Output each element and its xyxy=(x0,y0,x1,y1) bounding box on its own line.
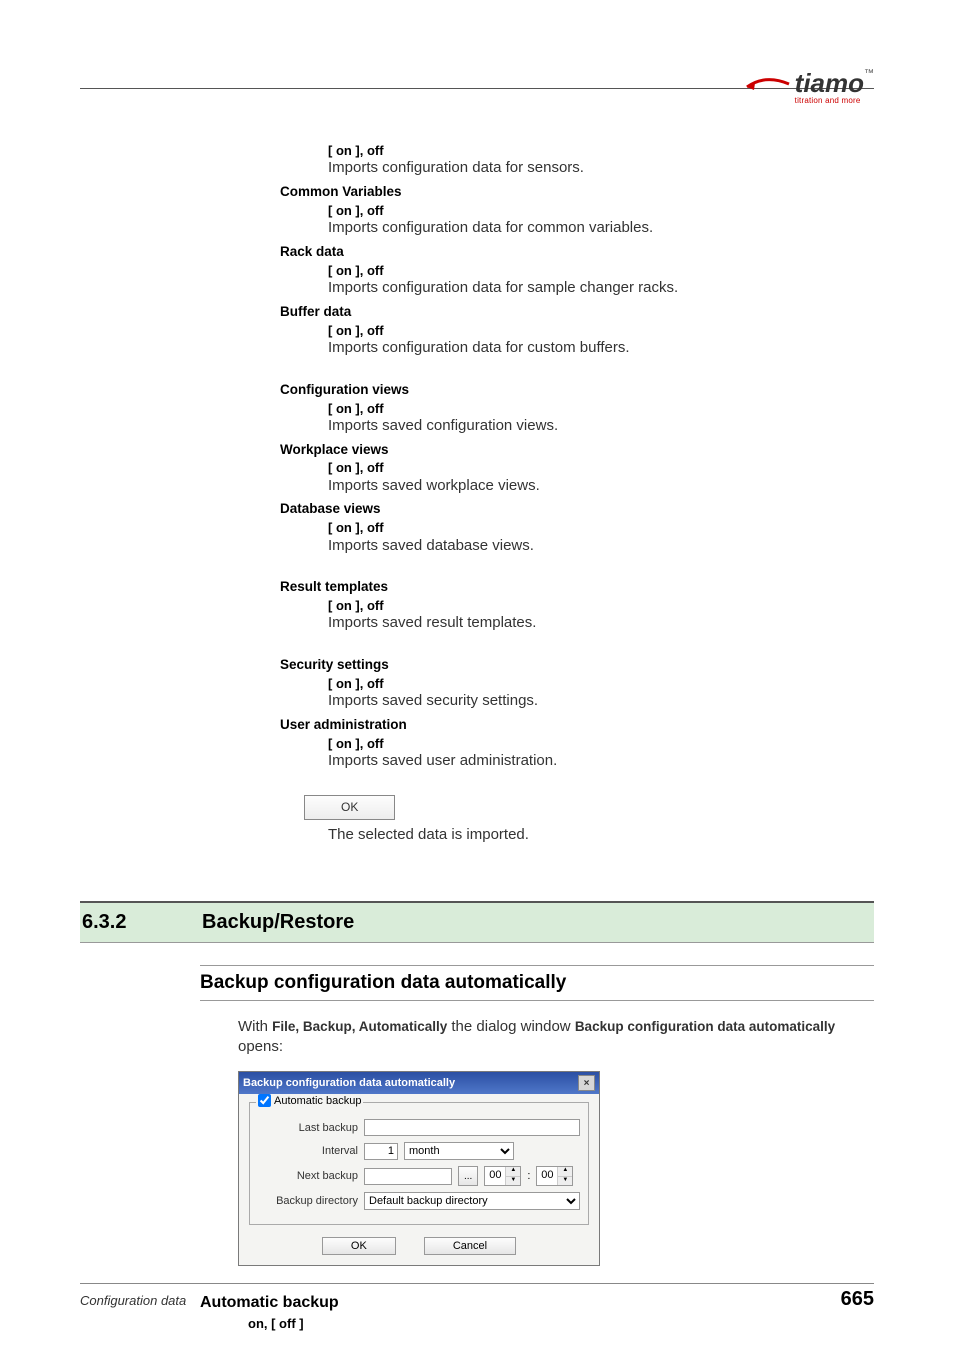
backup-dialog: Backup configuration data automatically … xyxy=(238,1071,600,1266)
last-backup-field[interactable] xyxy=(364,1119,580,1136)
interval-label: Interval xyxy=(258,1145,358,1157)
page-number: 665 xyxy=(841,1288,874,1311)
option-description: Imports configuration data for common va… xyxy=(328,219,874,238)
option-group-heading: Rack data xyxy=(280,244,874,261)
option-description: Imports saved workplace views. xyxy=(328,477,874,496)
last-backup-label: Last backup xyxy=(258,1122,358,1134)
dialog-ok-button[interactable]: OK xyxy=(322,1237,396,1255)
option-description: Imports configuration data for custom bu… xyxy=(328,339,874,358)
next-backup-hour-stepper[interactable]: 00 ▲▼ xyxy=(484,1166,521,1186)
option-description: Imports saved user administration. xyxy=(328,752,874,771)
section-title: Backup/Restore xyxy=(202,911,354,934)
option-description: Imports saved database views. xyxy=(328,537,874,556)
brand-tm: ™ xyxy=(864,68,874,79)
interval-unit-select[interactable]: month xyxy=(404,1142,514,1160)
intro-mid: the dialog window xyxy=(447,1018,575,1035)
dialog-title: Backup configuration data automatically xyxy=(243,1077,455,1089)
page-footer: Configuration data 665 xyxy=(80,1283,874,1311)
option-value: [ on ], off xyxy=(328,676,874,692)
automatic-backup-value: on, [ off ] xyxy=(248,1316,874,1331)
option-description: Imports saved configuration views. xyxy=(328,417,874,436)
next-backup-label: Next backup xyxy=(258,1170,358,1182)
option-value: [ on ], off xyxy=(328,520,874,536)
date-picker-button[interactable]: ... xyxy=(458,1166,478,1186)
option-description: Imports saved security settings. xyxy=(328,692,874,711)
option-value: [ on ], off xyxy=(328,203,874,219)
option-group-heading: Security settings xyxy=(280,657,874,674)
dialog-cancel-button[interactable]: Cancel xyxy=(424,1237,516,1255)
footer-section-name: Configuration data xyxy=(80,1293,186,1308)
option-description: Imports saved result templates. xyxy=(328,614,874,633)
option-group-heading: Configuration views xyxy=(280,382,874,399)
option-group-heading: Result templates xyxy=(280,579,874,596)
option-value: [ on ], off xyxy=(328,598,874,614)
section-number: 6.3.2 xyxy=(80,911,202,934)
section-heading: 6.3.2 Backup/Restore xyxy=(80,901,874,943)
brand-name: tiamo xyxy=(795,68,864,98)
option-value: [ on ], off xyxy=(328,401,874,417)
ok-button[interactable]: OK xyxy=(304,795,395,820)
interval-value-field[interactable] xyxy=(364,1143,398,1160)
intro-pre: With xyxy=(238,1018,272,1035)
next-backup-minute-stepper[interactable]: 00 ▲▼ xyxy=(536,1166,573,1186)
option-group-heading: Workplace views xyxy=(280,442,874,459)
option-value: [ on ], off xyxy=(328,143,874,159)
option-group-heading: User administration xyxy=(280,717,874,734)
option-description: Imports configuration data for sensors. xyxy=(328,159,874,178)
option-group-heading: Buffer data xyxy=(280,304,874,321)
backup-directory-select[interactable]: Default backup directory xyxy=(364,1192,580,1210)
backup-directory-label: Backup directory xyxy=(258,1195,358,1207)
ok-description: The selected data is imported. xyxy=(328,826,874,845)
intro-dialog-name: Backup configuration data automatically xyxy=(575,1019,835,1034)
import-options-list: [ on ], offImports configuration data fo… xyxy=(280,143,874,771)
brand-logo: tiamo™ titration and more xyxy=(745,68,874,105)
intro-menu-path: File, Backup, Automatically xyxy=(272,1019,447,1034)
intro-text: With File, Backup, Automatically the dia… xyxy=(238,1017,874,1058)
option-group-heading: Common Variables xyxy=(280,184,874,201)
option-value: [ on ], off xyxy=(328,736,874,752)
subsection-title: Backup configuration data automatically xyxy=(200,972,566,993)
option-value: [ on ], off xyxy=(328,323,874,339)
automatic-backup-legend: Automatic backup xyxy=(274,1095,361,1107)
next-backup-date-field[interactable] xyxy=(364,1168,452,1185)
option-description: Imports configuration data for sample ch… xyxy=(328,279,874,298)
option-group-heading: Database views xyxy=(280,501,874,518)
option-value: [ on ], off xyxy=(328,263,874,279)
automatic-backup-checkbox[interactable] xyxy=(258,1094,271,1107)
intro-post: opens: xyxy=(238,1038,283,1055)
close-icon[interactable]: × xyxy=(578,1075,595,1091)
option-value: [ on ], off xyxy=(328,460,874,476)
